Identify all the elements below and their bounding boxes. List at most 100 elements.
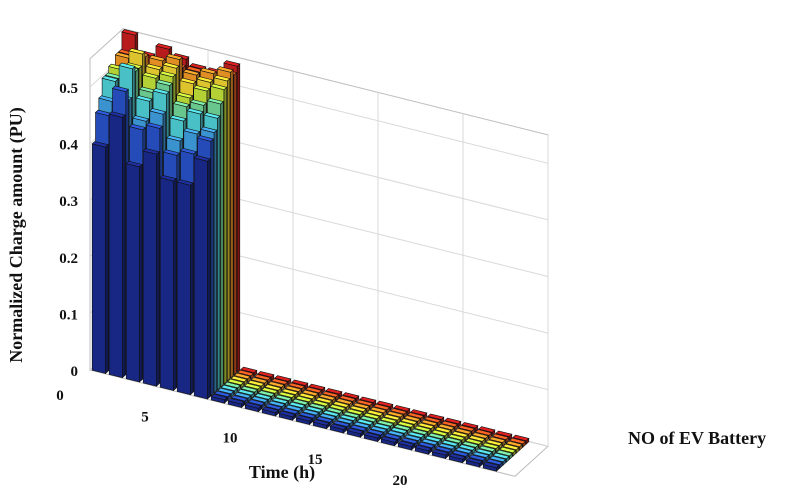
bar-top-face [420,419,438,426]
bar-top-face [492,452,510,460]
bar-top-face [230,375,248,383]
bar-top-face [438,443,456,450]
bar-top-face [417,422,435,429]
bar-top-face [421,438,439,446]
bar-front-face [142,150,157,387]
z-tick-label: 0.4 [59,138,78,154]
bar-top-face [196,76,214,83]
bar-top-face [244,402,262,409]
bar-top-face [389,408,408,415]
bar-top-face [386,411,404,418]
bar [397,440,415,451]
bar-top-face [149,108,167,115]
bar-top-face [472,451,490,458]
bar-top-face [485,458,504,466]
bar-top-face [152,88,170,95]
bar-top-face [465,457,483,464]
bar-side-face [223,86,227,385]
bar-top-face [373,423,391,430]
bar-side-face [220,100,224,388]
bar-top-face [400,437,419,444]
bar-top-face [424,435,442,443]
bar-top-face [349,424,368,432]
bar-top-face [414,425,432,432]
bar-top-face [203,112,221,119]
x-tick-label: 15 [308,452,323,468]
bar-top-face [278,391,296,398]
bar-top-face [376,420,394,427]
bar-top-face [427,413,445,420]
bar-top-face [448,434,466,441]
bar-top-face [261,387,279,394]
bar-top-face [176,179,194,186]
bar-top-face [223,60,241,67]
bar-top-face [372,403,391,411]
bar-top-face [370,426,388,433]
bar-top-face [247,380,265,387]
bar-top-face [454,428,472,435]
bar-side-face [173,178,177,392]
z-tick-label: 0.2 [59,251,78,267]
bar-top-face [332,420,351,427]
x-tick-label: 0 [56,388,64,404]
bar-top-face [251,396,269,403]
bar-top-face [332,401,350,408]
bar-top-face [440,420,459,428]
bar-top-face [237,389,255,396]
bar-front-face [91,143,106,374]
bar-top-face [376,400,394,408]
bar-top-face [349,405,367,412]
bar-top-face [244,383,262,390]
bar-front-face [193,157,208,400]
bar-top-face [291,398,309,406]
bar-top-face [410,409,428,416]
bar-top-face [406,412,425,419]
bar [431,449,449,460]
bar-top-face [512,434,530,442]
bar-top-face [325,388,343,395]
bar-top-face [193,155,211,162]
bar-top-face [155,79,173,86]
x-axis-label: Time (h) [249,462,315,483]
bar-top-face [247,399,266,406]
y-axis-label: NO of EV Battery [628,428,766,448]
bar-top-face [315,397,333,404]
bar-top-face [278,410,296,418]
bar-top-face [230,395,249,402]
bar-top-face [437,423,455,431]
bar-top-face [213,390,232,398]
bar-top-face [281,407,300,415]
bar-top-face [475,448,493,455]
bars-layer [91,29,530,472]
bar-top-face [298,392,316,400]
bar-top-face [363,412,381,420]
bar [346,427,364,438]
bar-top-face [302,409,320,416]
bar-top-face [91,141,109,148]
bar-front-face [159,177,174,391]
bar-top-face [274,394,292,401]
bar-top-face [455,447,473,454]
bar-side-face [217,115,221,391]
bar-top-face [434,446,453,453]
bar-top-face [162,149,181,156]
bar-top-face [315,416,334,423]
bar-top-face [441,440,459,447]
bar-top-face [155,43,173,50]
bar-top-face [295,415,313,422]
bar-top-face [346,427,364,435]
bar-top-face [159,174,177,182]
z-tick-label: 0.3 [59,194,78,210]
z-axis-label: Normalized Charge amount (PU) [6,107,27,362]
bar-top-face [451,450,470,457]
bar-top-face [145,122,164,129]
bar-top-face [451,431,469,438]
bar-side-face [156,151,160,387]
bar-top-face [471,432,489,439]
bar-top-face [179,77,197,85]
x-tick-label: 20 [393,473,408,489]
bar-top-face [393,424,411,431]
bar-top-face [291,379,309,386]
bar-top-face [478,426,496,433]
